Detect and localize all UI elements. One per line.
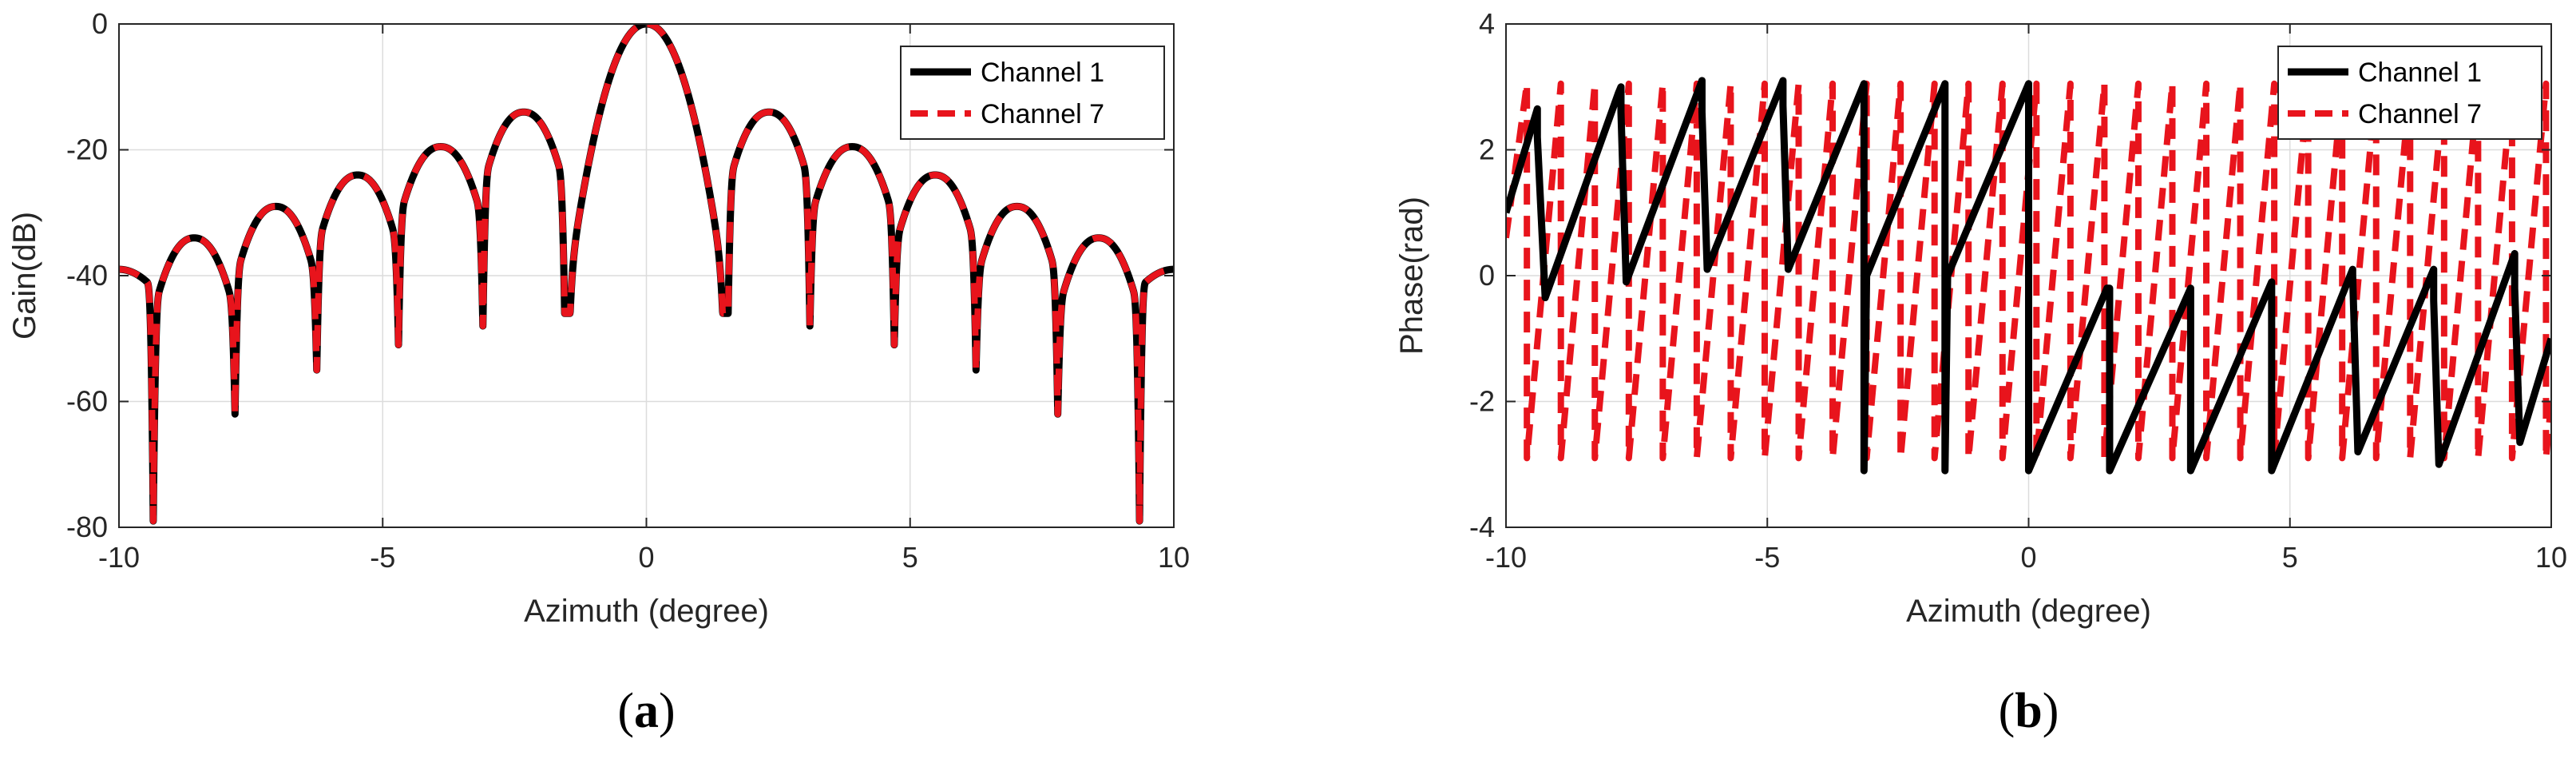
x-tick-label: -5 <box>1754 541 1780 574</box>
phase-line-channel-1 <box>1506 77 2551 475</box>
legend-label-channel-1-a: Channel 1 <box>981 58 1104 88</box>
phase-line-channel-7 <box>1506 80 2551 462</box>
panel-label-b: (b) <box>1999 684 2059 738</box>
y-axis-label-a: Gain(dB) <box>7 212 42 340</box>
y-tick-label: -4 <box>1469 511 1495 543</box>
x-tick-label: 5 <box>2282 541 2298 574</box>
chart-a: -10 -5 0 5 10-80-60-40-200 Azimuth (degree) … <box>7 7 1190 738</box>
legend-box-b <box>2277 46 2542 140</box>
x-tick-label: 0 <box>638 541 654 574</box>
x-axis-label-a: Azimuth (degree) <box>524 594 769 629</box>
legend-a: Channel 1 Channel 7 <box>900 46 1165 140</box>
y-tick-label: -60 <box>66 385 108 418</box>
x-tick-label: 10 <box>1158 541 1190 574</box>
y-tick-label: -2 <box>1469 385 1495 418</box>
y-axis-label-b: Phase(rad) <box>1394 197 1429 355</box>
y-tick-label: -20 <box>66 133 108 166</box>
x-tick-label: -10 <box>1485 541 1527 574</box>
x-tick-label: 5 <box>902 541 918 574</box>
gain-line-channel-7 <box>119 24 1174 525</box>
legend-b: Channel 1 Channel 7 <box>2277 46 2542 140</box>
y-tick-label: 0 <box>1479 259 1495 292</box>
legend-label-channel-1-b: Channel 1 <box>2358 58 2482 88</box>
chart-b: -10 -5 0 5 10 -4 -2 0 2 4 Azimuth (degree) Phase(… <box>1394 7 2567 738</box>
y-tick-label: 4 <box>1479 7 1495 40</box>
legend-box-a <box>900 46 1165 140</box>
panel-label-a: (a) <box>617 684 675 738</box>
x-axis-label-b: Azimuth (degree) <box>1906 594 2151 629</box>
ticks-a: -10 -5 0 5 10 -80 -60 -40 -20 0 <box>66 7 1190 574</box>
y-tick-label: 2 <box>1479 133 1495 166</box>
legend-label-channel-7-b: Channel 7 <box>2358 99 2482 129</box>
x-tick-label: -10 <box>98 541 140 574</box>
x-tick-label: -5 <box>370 541 395 574</box>
legend-label-channel-7-a: Channel 7 <box>981 99 1104 129</box>
y-tick-label: -40 <box>66 259 108 292</box>
x-tick-label: 10 <box>2535 541 2567 574</box>
y-tick-label: -80 <box>66 511 108 543</box>
x-tick-label: 0 <box>2020 541 2036 574</box>
y-tick-label: 0 <box>92 7 108 40</box>
ticks-b: -10 -5 0 5 10 -4 -2 0 2 4 <box>1469 7 2567 574</box>
